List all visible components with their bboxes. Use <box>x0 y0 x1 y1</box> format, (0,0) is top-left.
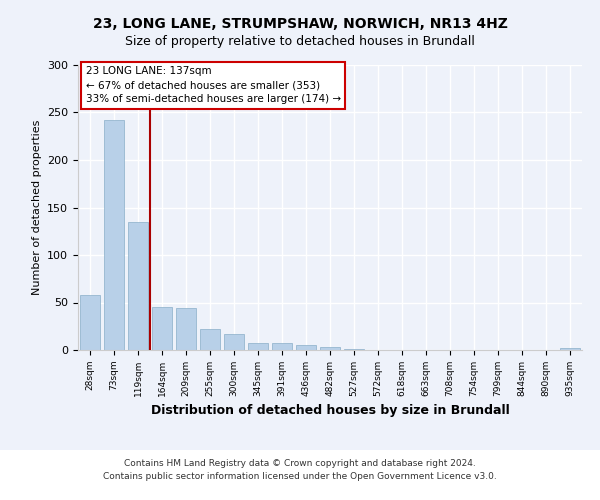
Text: 23, LONG LANE, STRUMPSHAW, NORWICH, NR13 4HZ: 23, LONG LANE, STRUMPSHAW, NORWICH, NR13… <box>92 18 508 32</box>
Bar <box>320 347 340 350</box>
Bar <box>344 349 364 350</box>
Bar <box>272 344 292 350</box>
Bar <box>128 222 148 350</box>
Bar <box>200 329 220 350</box>
Bar <box>248 344 268 350</box>
Bar <box>152 307 172 350</box>
Text: Contains HM Land Registry data © Crown copyright and database right 2024.
Contai: Contains HM Land Registry data © Crown c… <box>103 460 497 481</box>
X-axis label: Distribution of detached houses by size in Brundall: Distribution of detached houses by size … <box>151 404 509 417</box>
Bar <box>80 295 100 350</box>
Text: Size of property relative to detached houses in Brundall: Size of property relative to detached ho… <box>125 35 475 48</box>
Bar <box>104 120 124 350</box>
Bar <box>560 348 580 350</box>
Bar <box>296 346 316 350</box>
Text: 23 LONG LANE: 137sqm
← 67% of detached houses are smaller (353)
33% of semi-deta: 23 LONG LANE: 137sqm ← 67% of detached h… <box>86 66 341 104</box>
Bar <box>176 308 196 350</box>
Bar <box>224 334 244 350</box>
Y-axis label: Number of detached properties: Number of detached properties <box>32 120 41 295</box>
